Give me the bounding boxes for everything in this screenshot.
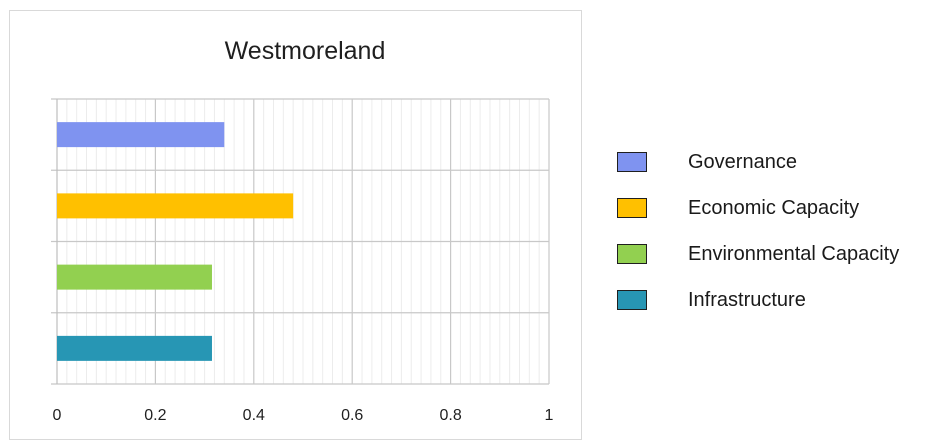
legend-swatch (617, 244, 647, 264)
bar-governance (57, 122, 225, 148)
x-tick-label: 1 (545, 407, 554, 424)
legend-item-infrastructure: Infrastructure (617, 288, 946, 312)
x-tick-label: 0.8 (439, 407, 461, 424)
legend-label: Economic Capacity (688, 197, 860, 219)
bar-infrastructure (57, 335, 212, 361)
legend-swatch (617, 290, 647, 310)
x-tick-label: 0.4 (243, 407, 265, 424)
legend-label: Environmental Capacity (688, 243, 900, 265)
legend-swatch (617, 198, 647, 218)
legend-item-economic-capacity: Economic Capacity (617, 196, 946, 220)
legend-item-governance: Governance (617, 150, 946, 174)
x-tick-label: 0.2 (144, 407, 166, 424)
legend-label: Governance (688, 151, 797, 173)
x-tick-label: 0 (53, 407, 62, 424)
legend-swatch (617, 152, 647, 172)
legend-label: Infrastructure (688, 289, 806, 311)
chart-title: Westmoreland (225, 37, 386, 65)
chart-frame: 0 0.2 0.4 0.6 0.8 1 Westmoreland (9, 10, 582, 440)
bar-environmental-capacity (57, 264, 212, 290)
x-tick-label: 0.6 (341, 407, 363, 424)
legend-item-environmental-capacity: Environmental Capacity (617, 242, 946, 266)
bar-economic-capacity (57, 193, 294, 219)
bar-chart: 0 0.2 0.4 0.6 0.8 1 Westmoreland (51, 37, 554, 424)
